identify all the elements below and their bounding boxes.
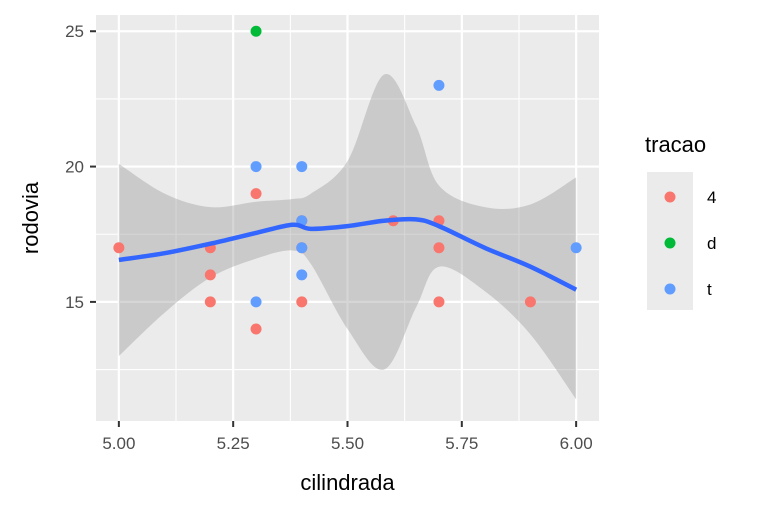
legend-key-d bbox=[664, 237, 676, 249]
x-tick-label: 5.25 bbox=[217, 434, 250, 453]
x-tick-label: 6.00 bbox=[560, 434, 593, 453]
legend-title: tracao bbox=[645, 132, 706, 157]
x-tick-label: 5.75 bbox=[445, 434, 478, 453]
data-point-4 bbox=[250, 188, 262, 200]
data-point-t bbox=[296, 269, 308, 281]
data-point-d bbox=[250, 25, 262, 37]
x-axis-title: cilindrada bbox=[300, 470, 395, 495]
y-tick-label: 25 bbox=[65, 22, 84, 41]
data-point-t bbox=[296, 242, 308, 254]
data-point-t bbox=[250, 161, 262, 173]
y-tick-label: 15 bbox=[65, 293, 84, 312]
smooth-line bbox=[118, 216, 578, 292]
legend-label-d: d bbox=[707, 234, 716, 253]
legend-key-4 bbox=[664, 191, 676, 203]
legend-label-4: 4 bbox=[707, 188, 716, 207]
grid-major bbox=[96, 15, 599, 421]
y-axis: 15 20 25 bbox=[65, 22, 96, 312]
data-point-4 bbox=[296, 296, 308, 308]
legend-label-t: t bbox=[707, 280, 712, 299]
legend-key-t bbox=[664, 283, 676, 295]
legend: tracao 4 d t bbox=[645, 132, 716, 310]
data-point-4 bbox=[204, 269, 216, 281]
data-point-t bbox=[250, 296, 262, 308]
x-axis: 5.00 5.25 5.50 5.75 6.00 bbox=[102, 421, 593, 453]
data-point-4 bbox=[113, 242, 125, 254]
y-axis-title: rodovia bbox=[18, 181, 43, 254]
data-point-t bbox=[570, 242, 582, 254]
data-point-4 bbox=[524, 296, 536, 308]
smooth-confidence-ribbon bbox=[118, 73, 577, 400]
data-point-t bbox=[433, 79, 445, 91]
data-point-4 bbox=[433, 296, 445, 308]
x-tick-label: 5.50 bbox=[331, 434, 364, 453]
data-point-4 bbox=[433, 242, 445, 254]
x-tick-label: 5.00 bbox=[102, 434, 135, 453]
data-point-4 bbox=[204, 296, 216, 308]
y-tick-label: 20 bbox=[65, 158, 84, 177]
data-point-t bbox=[296, 161, 308, 173]
data-point-4 bbox=[250, 323, 262, 335]
points-layer bbox=[113, 25, 582, 335]
